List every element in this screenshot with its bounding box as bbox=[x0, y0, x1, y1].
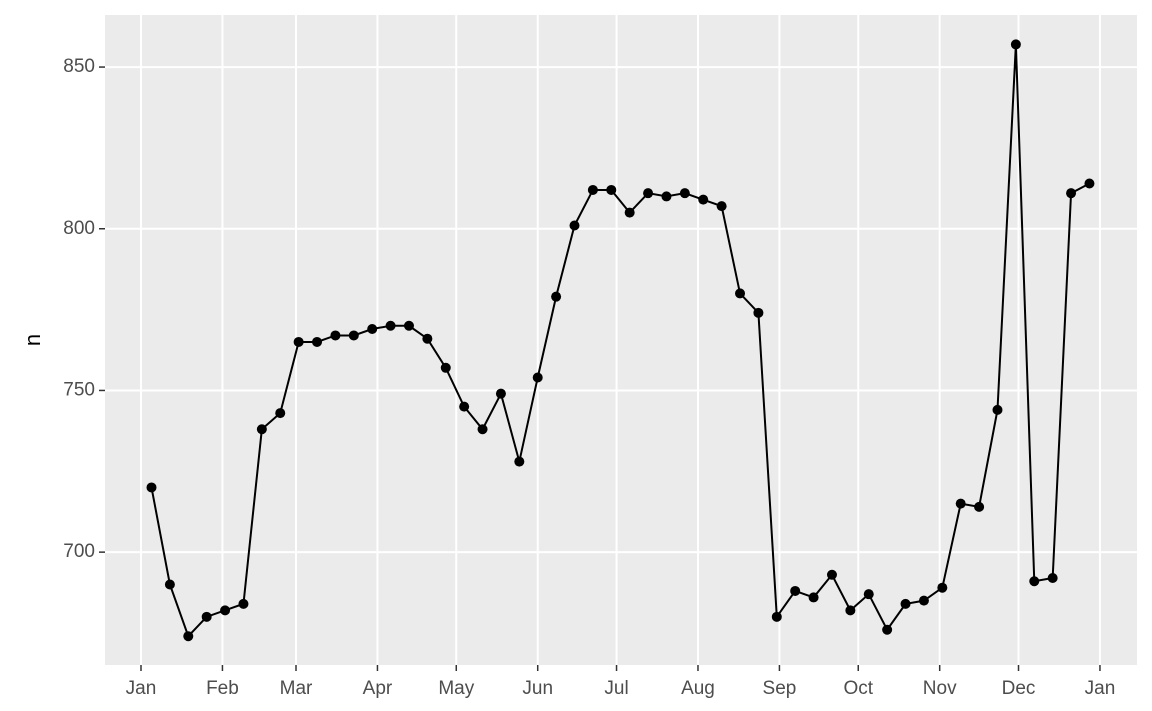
x-tick-label: Aug bbox=[681, 678, 715, 699]
point bbox=[826, 569, 837, 580]
point bbox=[808, 592, 819, 603]
point bbox=[275, 408, 286, 419]
point bbox=[771, 611, 782, 622]
point bbox=[569, 220, 580, 231]
point bbox=[367, 324, 378, 335]
point bbox=[863, 589, 874, 600]
point bbox=[422, 333, 433, 344]
point bbox=[183, 631, 194, 642]
x-tick-label: Jan bbox=[1085, 678, 1116, 699]
point bbox=[606, 184, 617, 195]
x-tick-label: Mar bbox=[280, 678, 313, 699]
y-tick-label: 700 bbox=[63, 541, 95, 562]
x-tick-label: Oct bbox=[843, 678, 873, 699]
point bbox=[146, 482, 157, 493]
point bbox=[882, 624, 893, 635]
y-tick-label: 850 bbox=[63, 56, 95, 77]
point bbox=[643, 188, 654, 199]
point bbox=[955, 498, 966, 509]
x-tick-label: May bbox=[438, 678, 474, 699]
point bbox=[238, 598, 249, 609]
point bbox=[403, 320, 414, 331]
point bbox=[1029, 576, 1040, 587]
point bbox=[735, 288, 746, 299]
point bbox=[220, 605, 231, 616]
point bbox=[900, 598, 911, 609]
point bbox=[790, 585, 801, 596]
point bbox=[845, 605, 856, 616]
point bbox=[661, 191, 672, 202]
x-tick-label: Jun bbox=[522, 678, 553, 699]
point bbox=[312, 336, 323, 347]
point bbox=[992, 404, 1003, 415]
point bbox=[679, 188, 690, 199]
x-tick-label: Sep bbox=[763, 678, 797, 699]
point bbox=[201, 611, 212, 622]
point bbox=[348, 330, 359, 341]
point bbox=[385, 320, 396, 331]
point bbox=[587, 184, 598, 195]
point bbox=[1066, 188, 1077, 199]
point bbox=[459, 401, 470, 412]
x-tick-label: Feb bbox=[206, 678, 239, 699]
y-tick-label: 750 bbox=[63, 379, 95, 400]
point bbox=[256, 424, 267, 435]
point bbox=[551, 291, 562, 302]
point bbox=[440, 362, 451, 373]
x-tick-label: Nov bbox=[923, 678, 957, 699]
y-tick-label: 800 bbox=[63, 218, 95, 239]
point bbox=[937, 582, 948, 593]
plot-panel bbox=[105, 15, 1137, 665]
line bbox=[150, 44, 1090, 639]
point bbox=[716, 201, 727, 212]
point bbox=[1084, 178, 1095, 189]
point bbox=[1047, 573, 1058, 584]
x-tick-label: Jan bbox=[126, 678, 157, 699]
point bbox=[698, 194, 709, 205]
x-tick-label: Jul bbox=[604, 678, 628, 699]
point bbox=[330, 330, 341, 341]
point bbox=[1010, 39, 1021, 50]
point bbox=[164, 579, 175, 590]
point bbox=[495, 388, 506, 399]
y-axis-title: n bbox=[20, 334, 45, 346]
point bbox=[293, 336, 304, 347]
point bbox=[918, 595, 929, 606]
point bbox=[974, 501, 985, 512]
point bbox=[753, 307, 764, 318]
x-tick-label: Dec bbox=[1002, 678, 1036, 699]
point bbox=[477, 424, 488, 435]
point bbox=[532, 372, 543, 383]
x-tick-label: Apr bbox=[363, 678, 393, 699]
point bbox=[624, 207, 635, 218]
point bbox=[514, 456, 525, 467]
